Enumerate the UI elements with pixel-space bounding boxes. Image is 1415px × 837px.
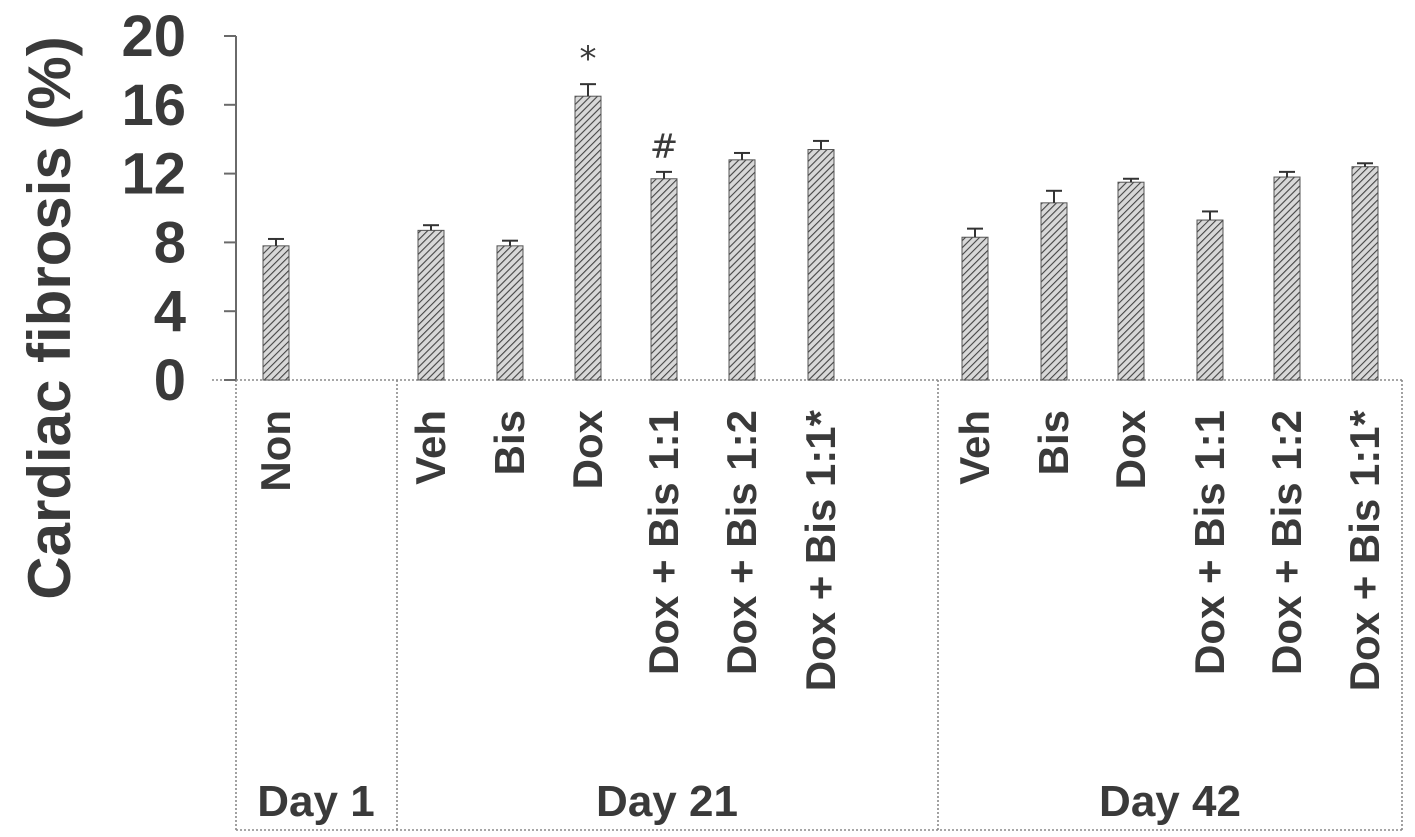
bar: [1117, 181, 1145, 381]
category-label: Non: [252, 410, 299, 492]
category-label: Bis: [1030, 410, 1077, 475]
category-label: Dox + Bis 1:1: [1186, 410, 1233, 675]
bar: [574, 95, 602, 381]
bars: *#: [262, 39, 1379, 381]
bar: [1196, 219, 1224, 381]
bar: [1351, 166, 1379, 381]
group-label: Day 21: [596, 777, 738, 826]
y-tick-label: 20: [121, 4, 186, 69]
y-tick-label: 4: [154, 279, 186, 344]
group-labels: Day 1 Day 21 Day 42: [257, 777, 1241, 826]
y-tick-label: 12: [121, 142, 186, 207]
axes: [212, 36, 1403, 831]
category-label: Dox + Bis 1:1*: [797, 409, 844, 691]
category-labels: Non Veh Bis Dox Dox + Bis 1:1 Dox + Bis 1:2 Do…: [252, 409, 1388, 691]
category-label: Dox + Bis 1:2: [1263, 410, 1310, 675]
bar: [1040, 202, 1068, 381]
category-label: Dox: [1107, 409, 1154, 489]
bar: [807, 149, 835, 381]
y-axis-label: Cardiac fibrosis (%): [16, 36, 83, 599]
category-label: Veh: [407, 410, 454, 485]
category-label: Bis: [486, 410, 533, 475]
bar: [496, 245, 524, 381]
bar: [1273, 176, 1301, 381]
category-label: Veh: [951, 410, 998, 485]
category-label: Dox + Bis 1:2: [718, 410, 765, 675]
category-label: Dox + Bis 1:1*: [1341, 409, 1388, 691]
significance-marker: #: [650, 127, 679, 167]
y-tick-label: 8: [154, 210, 186, 275]
category-label: Dox: [564, 409, 611, 489]
category-label: Dox + Bis 1:1: [640, 410, 687, 675]
group-label: Day 42: [1099, 777, 1241, 826]
bar: [961, 236, 989, 381]
significance-marker: *: [580, 39, 597, 79]
bar: [262, 245, 290, 381]
bar: [728, 159, 756, 381]
bar: [417, 229, 445, 381]
y-tick-label: 0: [154, 348, 186, 413]
group-label: Day 1: [257, 777, 374, 826]
bar: [650, 178, 678, 381]
y-tick-label: 16: [121, 73, 186, 138]
